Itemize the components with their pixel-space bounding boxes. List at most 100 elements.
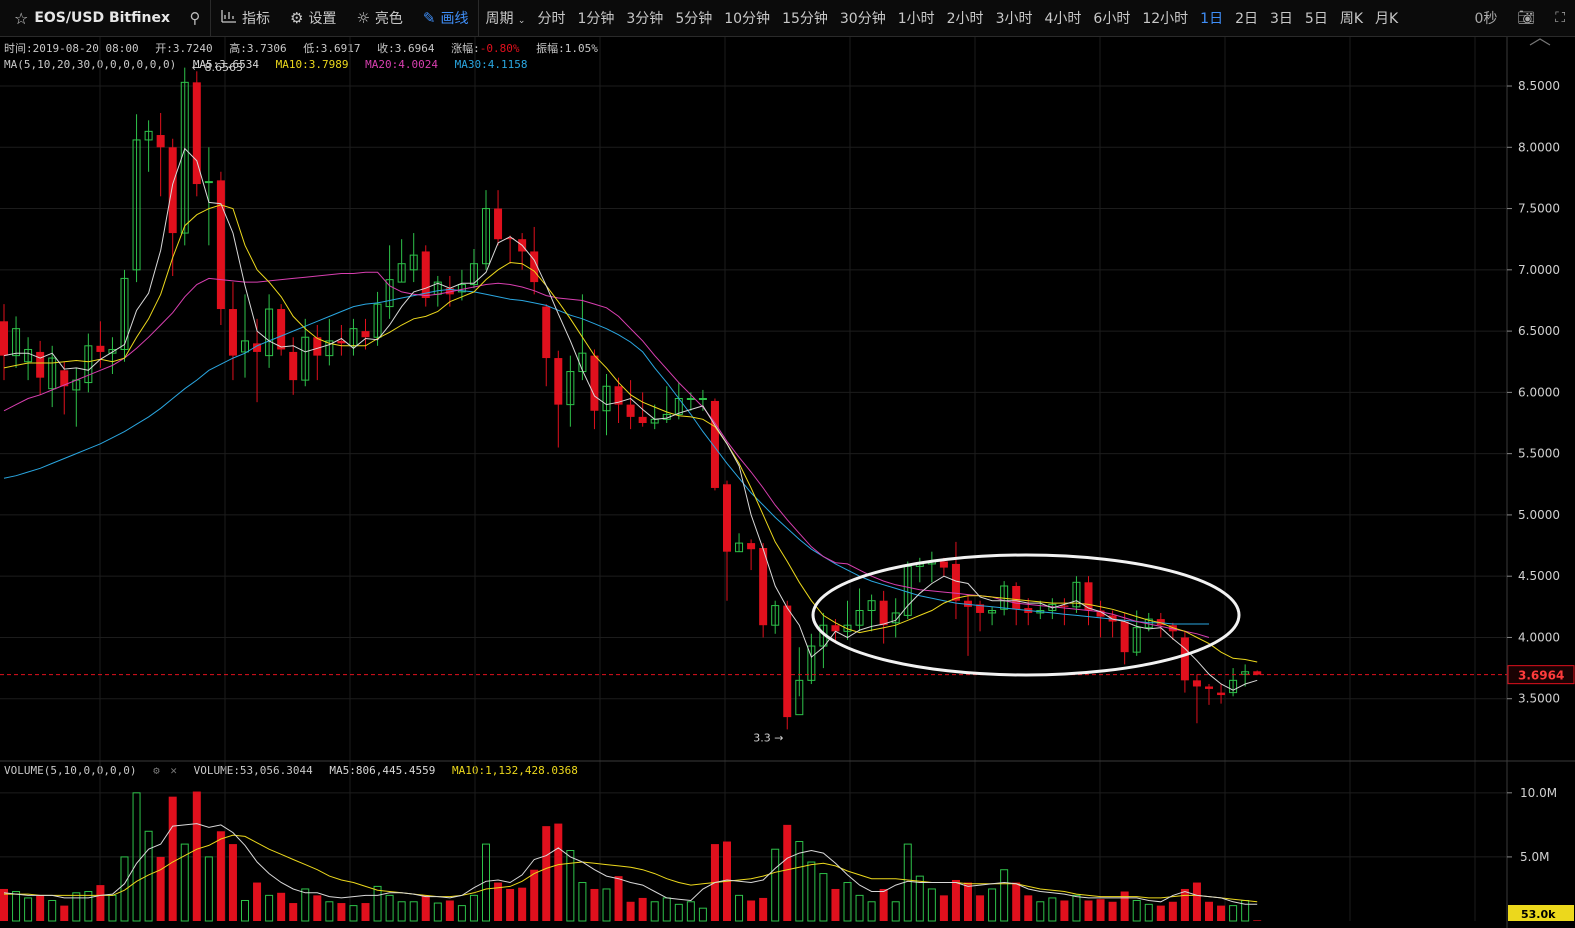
ma-info-bar: MA(5,10,20,30,0,0,0,0,0,0) MA5:3.6534 MA…	[4, 58, 538, 71]
volume-bar	[686, 901, 695, 922]
candle-body	[361, 331, 370, 338]
star-icon[interactable]: ☆	[14, 8, 29, 28]
volume-bar	[421, 895, 430, 921]
volume-bar	[1144, 903, 1153, 922]
candle-body	[1180, 637, 1189, 681]
volume-settings-icon[interactable]: ⚙	[153, 764, 160, 777]
volume-bar	[1060, 900, 1069, 921]
last-price-label: 3.6964	[1518, 669, 1564, 683]
candle-body	[253, 343, 262, 352]
candle-body	[1217, 692, 1226, 696]
period-tab[interactable]: 3分钟	[626, 11, 664, 27]
price-axis-label: 3.5000	[1518, 692, 1560, 706]
ma20-line	[3, 271, 1210, 638]
period-tab[interactable]: 3日	[1270, 11, 1293, 27]
candle-body	[1072, 581, 1081, 608]
ma5-line	[3, 147, 1258, 691]
volume-bar	[48, 899, 57, 922]
period-tab[interactable]: 2日	[1235, 11, 1258, 27]
period-tab[interactable]: 2小时	[946, 11, 984, 27]
candle-body	[1205, 686, 1213, 689]
candle-body	[132, 139, 141, 271]
period-tab[interactable]: 月K	[1375, 11, 1399, 27]
volume-bar	[228, 844, 237, 921]
volume-bar	[867, 901, 876, 922]
volume-bar	[108, 894, 117, 922]
candle-body	[1229, 679, 1238, 694]
candle-body	[482, 208, 490, 265]
ma30-line	[3, 288, 1209, 625]
draw-button[interactable]: ✎ 画线	[413, 8, 479, 28]
period-tab[interactable]: 5日	[1304, 11, 1328, 27]
volume-bar	[1048, 897, 1057, 922]
period-tab[interactable]: 12小时	[1142, 11, 1189, 27]
candle-body	[747, 543, 756, 550]
volume-bar	[457, 905, 466, 922]
period-tab[interactable]: 5分钟	[675, 11, 713, 27]
period-tab[interactable]: 10分钟	[724, 11, 771, 27]
volume-title: VOLUME(5,10,0,0,0,0)	[4, 764, 137, 777]
last-price-badge	[1507, 665, 1575, 685]
period-tab[interactable]: 3小时	[995, 11, 1033, 27]
volume-axis-label: 10.0M	[1520, 786, 1557, 800]
candle-body	[542, 306, 551, 359]
volume-bar	[204, 856, 213, 922]
volume-bar	[807, 861, 816, 922]
volume-bar	[433, 902, 442, 922]
period-dropdown[interactable]: 周期 ⌄	[479, 8, 531, 28]
volume-bar	[1253, 920, 1262, 921]
volume-bar	[120, 856, 129, 922]
min-price-label: 3.3 →	[753, 731, 783, 744]
volume-bar	[759, 897, 768, 921]
candle-body	[686, 398, 695, 400]
camera-icon[interactable]: 📷︎	[1517, 10, 1536, 26]
theme-button[interactable]: ☼ 亮色	[346, 8, 412, 28]
volume-bar	[518, 887, 527, 921]
volume-close-icon[interactable]: ✕	[170, 764, 177, 777]
kline-chart[interactable]: 8.5000 8.0000 7.5000 7.0000 6.5000 6.0000 5.50…	[0, 37, 1575, 928]
search-icon[interactable]: ⚲	[189, 9, 201, 27]
period-tab[interactable]: 4小时	[1044, 11, 1082, 27]
candle-body	[204, 181, 213, 184]
ellipse-drawing	[811, 553, 1241, 677]
period-tab[interactable]: 30分钟	[839, 11, 886, 27]
volume-bar	[602, 888, 611, 922]
candle-body	[325, 340, 334, 357]
volume-bar	[1180, 888, 1189, 921]
candle-body	[879, 600, 888, 626]
symbol-selector[interactable]: ☆ EOS/USD Bitfinex	[0, 9, 180, 28]
candle-body	[24, 348, 33, 363]
volume-bar	[1132, 899, 1141, 922]
period-tab[interactable]: 15分钟	[782, 11, 828, 27]
indicators-button[interactable]: 指标	[211, 8, 280, 28]
candle-body	[168, 147, 177, 234]
volume-bar	[735, 894, 744, 922]
candle-body	[409, 254, 418, 271]
period-tab[interactable]: 1分钟	[577, 11, 615, 27]
price-axis-label: 5.5000	[1518, 447, 1560, 461]
volume-bar	[409, 901, 418, 922]
period-tab[interactable]: 1小时	[897, 11, 935, 27]
fullscreen-icon[interactable]: ⛶	[1555, 10, 1565, 26]
settings-button[interactable]: ⚙ 设置	[280, 8, 346, 28]
ma5-value: MA5:3.6534	[192, 58, 260, 71]
countdown-timer: 0秒	[1474, 11, 1498, 27]
candle-body	[964, 600, 972, 607]
period-tab[interactable]: 周K	[1339, 11, 1364, 27]
volume-bar	[60, 905, 69, 921]
volume-bar	[337, 903, 346, 921]
volume-bar	[650, 901, 659, 922]
candle-body	[939, 561, 948, 568]
volume-bar	[506, 888, 515, 921]
candle-body	[807, 645, 816, 681]
volume-bar	[1096, 899, 1105, 921]
info-change-label: 涨幅:	[451, 42, 480, 55]
candle-body	[48, 357, 57, 390]
period-tab[interactable]: 6小时	[1093, 11, 1131, 27]
candle-body	[84, 345, 93, 384]
candle-body	[216, 180, 225, 310]
period-tab[interactable]: 1日	[1200, 11, 1224, 27]
period-tab[interactable]: 分时	[537, 11, 566, 27]
candle-body	[469, 263, 478, 286]
volume-bar	[843, 882, 852, 922]
